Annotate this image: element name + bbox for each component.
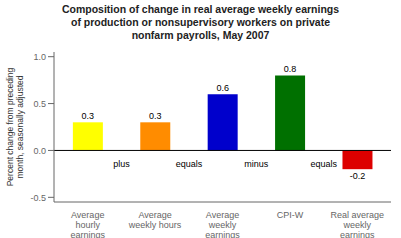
svg-text:Averagehourlyearnings: Averagehourlyearnings — [70, 210, 105, 238]
svg-text:minus: minus — [244, 159, 269, 169]
svg-text:0.3: 0.3 — [82, 111, 95, 121]
svg-text:0.6: 0.6 — [216, 83, 229, 93]
svg-text:Averageweekly hours: Averageweekly hours — [128, 210, 182, 230]
svg-text:CPI-W: CPI-W — [277, 210, 304, 220]
svg-text:0.0: 0.0 — [33, 146, 46, 156]
svg-text:equals: equals — [311, 159, 338, 169]
svg-text:1.0: 1.0 — [33, 52, 46, 62]
svg-text:-0.2: -0.2 — [350, 171, 366, 181]
svg-text:plus: plus — [113, 159, 130, 169]
svg-text:equals: equals — [176, 159, 203, 169]
html-text:Composition of change in real: Composition of change in real average we… — [61, 3, 340, 41]
svg-text:Real averageweeklyearnings: Real averageweeklyearnings — [331, 210, 385, 238]
svg-text:0.8: 0.8 — [284, 64, 297, 74]
svg-text:-0.5: -0.5 — [30, 193, 46, 203]
svg-text:Averageweeklyearnings: Averageweeklyearnings — [205, 210, 240, 238]
svg-text:0.3: 0.3 — [149, 111, 162, 121]
svg-text:Percent change from precedingm: Percent change from precedingmonth, seas… — [8, 67, 25, 186]
svg-text:0.5: 0.5 — [33, 99, 46, 109]
